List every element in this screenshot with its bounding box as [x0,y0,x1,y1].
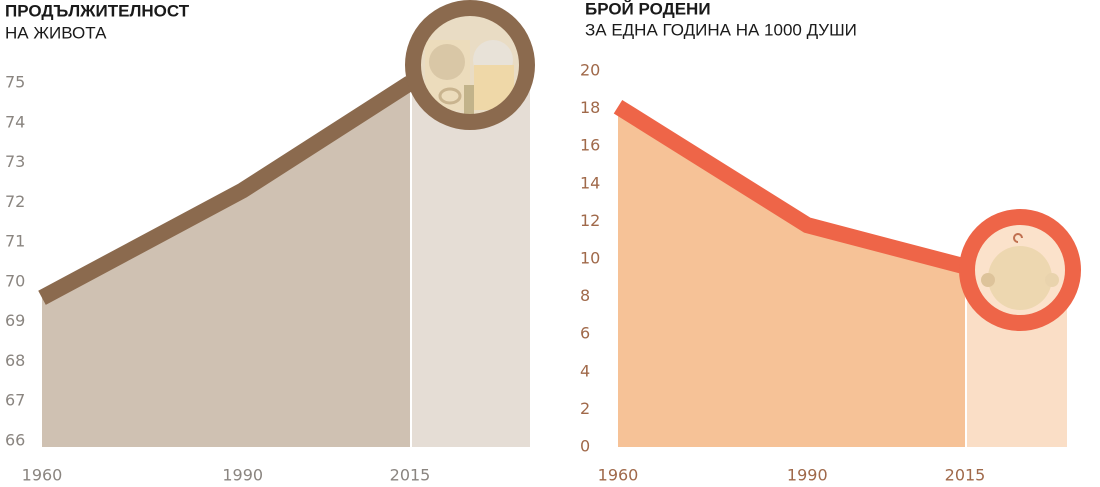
y-tick-label: 73 [5,152,25,171]
y-tick-label: 66 [5,431,25,450]
baby-icon [959,209,1081,331]
x-tick-label: 1960 [22,466,63,485]
line [613,99,968,275]
y-tick-label: 74 [5,112,25,131]
x-tick-label: 1990 [222,466,263,485]
area-fill [42,83,410,447]
chart-title: БРОЙ РОДЕНИ [585,0,711,18]
y-tick-label: 69 [5,311,25,330]
y-tick-label: 75 [5,73,25,92]
y-tick-label: 2 [580,399,590,418]
y-tick-label: 6 [580,324,590,343]
chart-subtitle: ЗА ЕДНА ГОДИНА НА 1000 ДУШИ [585,20,857,39]
y-tick-label: 20 [580,61,600,80]
icons [405,0,1081,331]
chart-subtitle: НА ЖИВОТА [5,23,107,42]
y-tick-label: 16 [580,136,600,155]
y-tick-label: 71 [5,232,25,251]
x-tick-label: 2015 [945,466,986,485]
y-tick-label: 68 [5,351,25,370]
x-tick-label: 1960 [598,466,639,485]
y-tick-label: 18 [580,98,600,117]
x-tick-label: 2015 [390,466,431,485]
projection-band [412,83,530,447]
y-tick-label: 70 [5,271,25,290]
y-tick-label: 67 [5,391,25,410]
y-tick-label: 72 [5,192,25,211]
chart-title: ПРОДЪЛЖИТЕЛНОСТ [5,1,190,20]
line [38,76,415,305]
area-fill [618,106,965,447]
y-tick-label: 14 [580,173,600,192]
y-tick-label: 12 [580,211,600,230]
y-tick-label: 0 [580,437,590,456]
x-tick-label: 1990 [787,466,828,485]
y-tick-label: 10 [580,249,600,268]
y-tick-label: 8 [580,286,590,305]
elderly-icon [405,0,535,130]
y-tick-label: 4 [580,361,590,380]
